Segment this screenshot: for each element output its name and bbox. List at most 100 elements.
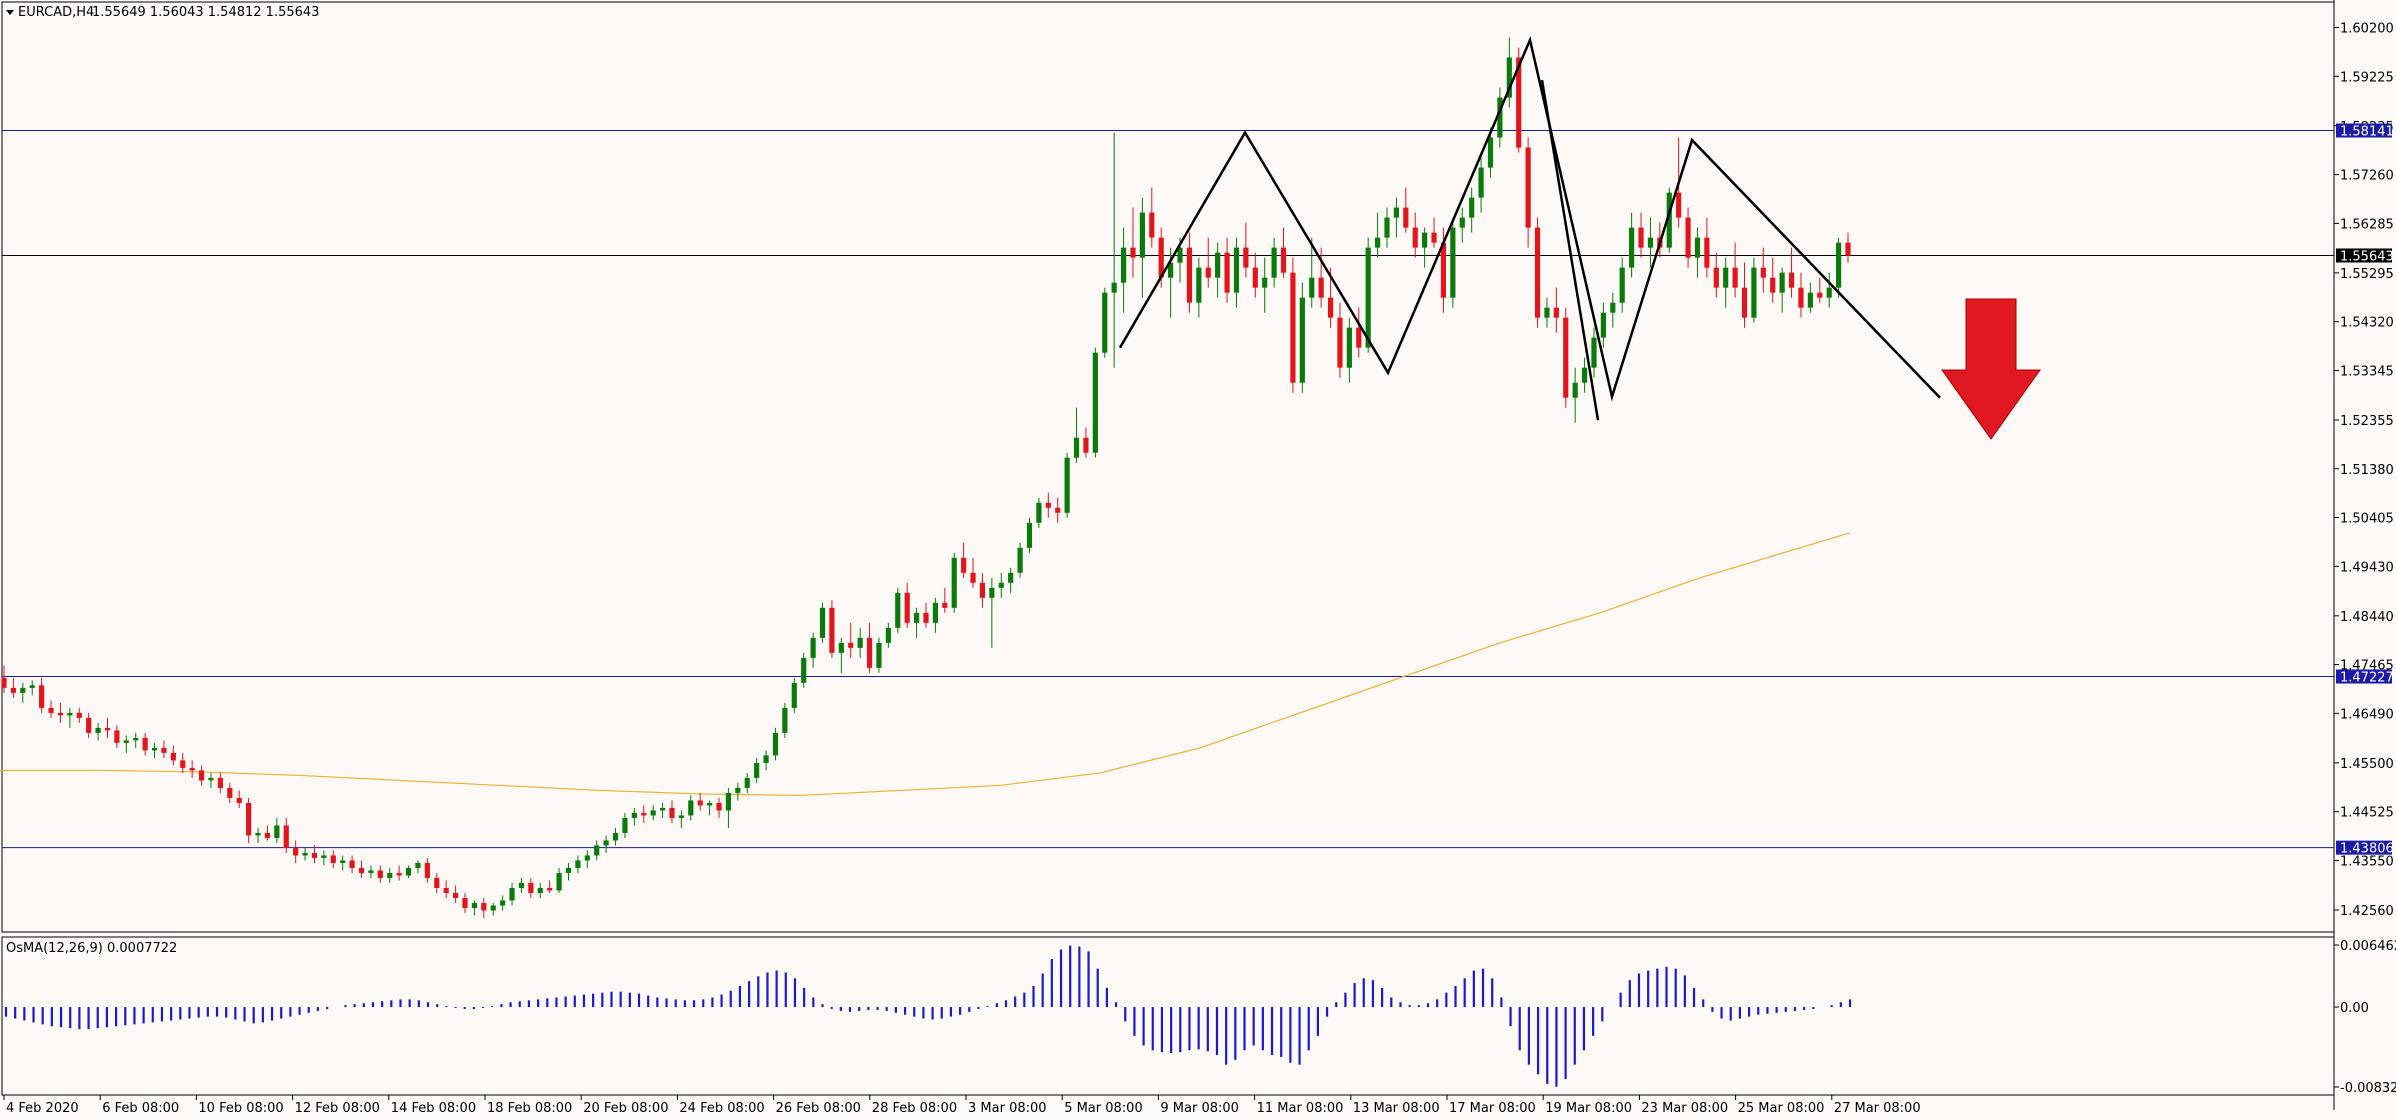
candle-body[interactable]	[1610, 302, 1616, 313]
candle-body[interactable]	[904, 592, 910, 623]
candle-body[interactable]	[1, 677, 7, 688]
main-pane[interactable]	[1, 1, 2335, 933]
candle-body[interactable]	[1422, 232, 1428, 248]
candle-body[interactable]	[1553, 307, 1559, 318]
candle-body[interactable]	[1440, 242, 1447, 298]
candle-body[interactable]	[1290, 272, 1296, 383]
candle-body[interactable]	[490, 905, 496, 911]
candle-body[interactable]	[1807, 292, 1813, 308]
candle-body[interactable]	[161, 747, 167, 753]
candle-body[interactable]	[274, 825, 280, 838]
candle-body[interactable]	[801, 657, 807, 683]
candle-body[interactable]	[1064, 457, 1070, 513]
candle-body[interactable]	[104, 727, 111, 731]
candle-body[interactable]	[1158, 237, 1164, 278]
candle-body[interactable]	[264, 832, 271, 838]
candle-body[interactable]	[1817, 292, 1823, 298]
candle-body[interactable]	[669, 807, 675, 818]
candle-body[interactable]	[76, 712, 82, 718]
candle-body[interactable]	[198, 770, 205, 781]
candle-body[interactable]	[67, 712, 73, 716]
candle-body[interactable]	[1073, 437, 1080, 458]
candle-body[interactable]	[1563, 317, 1569, 398]
candle-body[interactable]	[1788, 272, 1795, 288]
candle-body[interactable]	[1243, 247, 1249, 268]
candle-body[interactable]	[932, 602, 938, 623]
candle-body[interactable]	[1638, 227, 1644, 248]
candle-body[interactable]	[1412, 227, 1418, 248]
candle-body[interactable]	[1506, 57, 1512, 98]
candle-body[interactable]	[1713, 267, 1719, 288]
candle-body[interactable]	[979, 582, 986, 598]
candle-body[interactable]	[349, 860, 355, 868]
candle-body[interactable]	[227, 787, 233, 798]
candle-body[interactable]	[1798, 287, 1804, 308]
candle-body[interactable]	[1149, 212, 1155, 238]
candle-body[interactable]	[1600, 312, 1606, 338]
candle-body[interactable]	[1008, 572, 1014, 583]
candle-body[interactable]	[819, 607, 826, 638]
candle-body[interactable]	[575, 860, 581, 868]
candle-body[interactable]	[1469, 197, 1475, 218]
candle-body[interactable]	[170, 752, 176, 761]
candle-body[interactable]	[791, 682, 797, 708]
candle-body[interactable]	[518, 882, 525, 888]
candle-body[interactable]	[481, 902, 487, 911]
candle-body[interactable]	[340, 860, 346, 863]
candle-body[interactable]	[707, 802, 713, 806]
candle-body[interactable]	[189, 767, 195, 771]
candle-body[interactable]	[1497, 97, 1503, 138]
candle-body[interactable]	[321, 855, 327, 858]
candle-body[interactable]	[405, 867, 412, 876]
candle-body[interactable]	[358, 867, 365, 873]
candle-body[interactable]	[1581, 367, 1588, 383]
candle-body[interactable]	[1770, 277, 1776, 293]
candle-body[interactable]	[1544, 307, 1550, 318]
candle-body[interactable]	[1111, 282, 1117, 293]
candle-body[interactable]	[1092, 352, 1098, 453]
candle-body[interactable]	[1375, 237, 1381, 248]
candle-body[interactable]	[377, 870, 383, 878]
candle-body[interactable]	[142, 737, 148, 751]
candle-body[interactable]	[1845, 242, 1851, 256]
candle-body[interactable]	[330, 855, 336, 863]
candle-body[interactable]	[114, 730, 120, 743]
candle-body[interactable]	[1459, 217, 1465, 228]
candle-body[interactable]	[876, 642, 882, 668]
candle-body[interactable]	[565, 867, 572, 873]
candle-body[interactable]	[659, 807, 666, 811]
candle-body[interactable]	[678, 815, 684, 818]
candle-body[interactable]	[180, 760, 186, 768]
candle-body[interactable]	[688, 800, 694, 816]
candle-body[interactable]	[556, 872, 562, 891]
candle-body[interactable]	[1741, 287, 1748, 318]
candle-body[interactable]	[838, 642, 844, 653]
candle-body[interactable]	[1346, 327, 1352, 368]
candle-body[interactable]	[509, 887, 515, 901]
candle-body[interactable]	[1309, 277, 1315, 298]
candle-body[interactable]	[1393, 207, 1399, 218]
candle-body[interactable]	[1017, 547, 1023, 573]
candle-body[interactable]	[1779, 272, 1785, 293]
candle-body[interactable]	[1836, 242, 1842, 288]
candle-body[interactable]	[48, 707, 54, 713]
candle-body[interactable]	[782, 707, 788, 733]
candle-body[interactable]	[1036, 502, 1042, 523]
candle-body[interactable]	[1487, 137, 1494, 168]
candle-body[interactable]	[1384, 217, 1390, 238]
indicator-pane[interactable]	[1, 936, 2335, 1096]
candle-body[interactable]	[1572, 382, 1578, 398]
candle-body[interactable]	[810, 637, 816, 658]
candle-body[interactable]	[1732, 267, 1738, 288]
candle-body[interactable]	[208, 777, 214, 781]
candle-body[interactable]	[1252, 267, 1258, 288]
candle-body[interactable]	[951, 557, 957, 608]
candle-body[interactable]	[1629, 227, 1635, 268]
candle-body[interactable]	[500, 900, 506, 906]
candle-body[interactable]	[1450, 227, 1456, 298]
candle-body[interactable]	[1685, 217, 1691, 258]
candle-body[interactable]	[1224, 252, 1230, 293]
candle-body[interactable]	[1168, 262, 1174, 278]
candle-body[interactable]	[1083, 437, 1089, 453]
candle-body[interactable]	[1676, 192, 1682, 218]
